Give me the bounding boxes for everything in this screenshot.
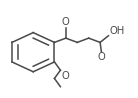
Text: O: O	[61, 71, 69, 81]
Text: O: O	[62, 17, 70, 27]
Text: O: O	[98, 52, 105, 62]
Text: OH: OH	[109, 25, 124, 35]
